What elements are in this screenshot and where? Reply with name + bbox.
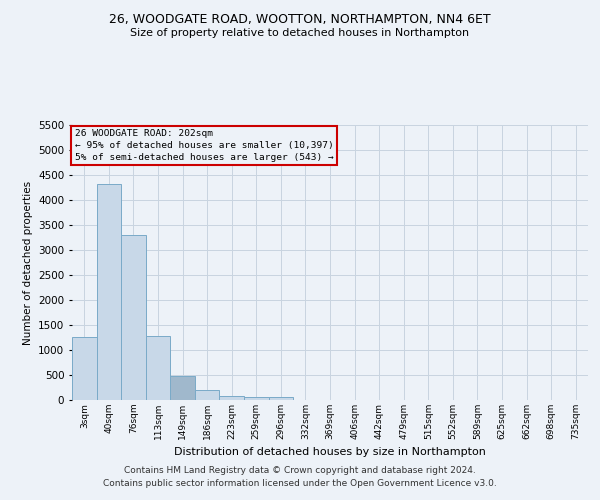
Bar: [220, 396, 244, 400]
Bar: [269, 397, 293, 400]
Bar: [244, 397, 269, 400]
Bar: [170, 376, 195, 400]
Bar: [97, 184, 121, 400]
Text: 26, WOODGATE ROAD, WOOTTON, NORTHAMPTON, NN4 6ET: 26, WOODGATE ROAD, WOOTTON, NORTHAMPTON,…: [109, 12, 491, 26]
Bar: [146, 336, 170, 400]
Text: Size of property relative to detached houses in Northampton: Size of property relative to detached ho…: [130, 28, 470, 38]
Bar: [72, 336, 97, 400]
X-axis label: Distribution of detached houses by size in Northampton: Distribution of detached houses by size …: [174, 448, 486, 458]
Bar: [121, 235, 146, 400]
Bar: [195, 390, 220, 400]
Text: 26 WOODGATE ROAD: 202sqm
← 95% of detached houses are smaller (10,397)
5% of sem: 26 WOODGATE ROAD: 202sqm ← 95% of detach…: [74, 129, 334, 162]
Text: Contains HM Land Registry data © Crown copyright and database right 2024.
Contai: Contains HM Land Registry data © Crown c…: [103, 466, 497, 487]
Y-axis label: Number of detached properties: Number of detached properties: [23, 180, 32, 344]
